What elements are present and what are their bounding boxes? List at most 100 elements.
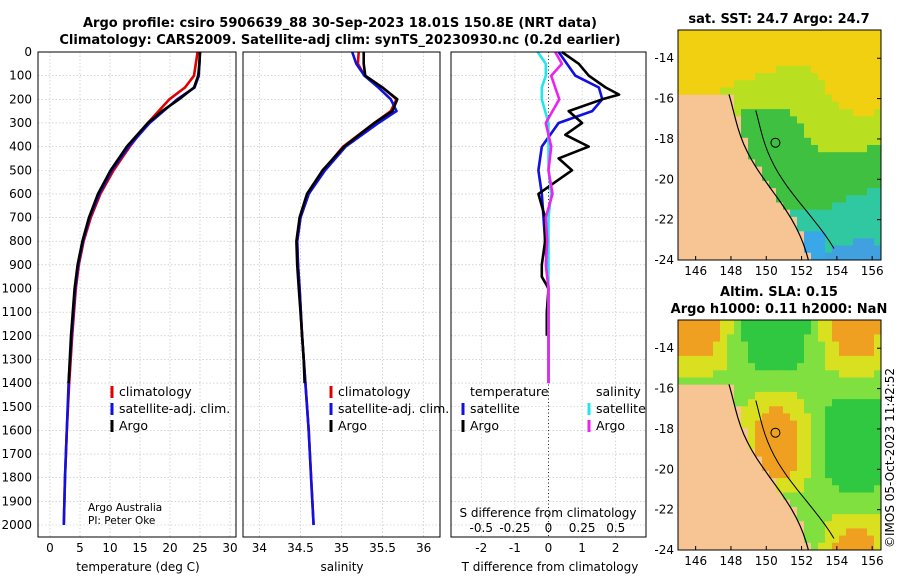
map-cell xyxy=(860,413,868,421)
depth-tick-label: 1900 xyxy=(1,494,32,508)
map-cell xyxy=(706,101,714,110)
map-cell xyxy=(804,442,812,450)
map-cell xyxy=(685,101,693,110)
map-cell xyxy=(818,180,826,189)
map-cell xyxy=(818,542,826,550)
map-cell xyxy=(804,188,812,196)
map-cell xyxy=(762,327,770,335)
map-cell xyxy=(797,159,805,167)
map-cell xyxy=(846,535,854,544)
map-cell xyxy=(811,327,819,335)
map-cell xyxy=(776,320,784,328)
map-cell xyxy=(797,506,805,515)
map-cell xyxy=(825,348,833,357)
map-cell xyxy=(867,130,875,139)
map-cell xyxy=(790,427,798,436)
map-cell xyxy=(867,109,875,117)
figure-title-line2: Climatology: CARS2009. Satellite-adj cli… xyxy=(59,33,620,48)
series-line-temperature-argo xyxy=(537,50,621,336)
map-cell xyxy=(755,245,763,254)
map-cell xyxy=(692,384,700,393)
map-cell xyxy=(706,65,714,74)
map-cell xyxy=(755,123,763,131)
map-cell xyxy=(853,535,861,544)
map-cell xyxy=(720,420,728,429)
map-cell xyxy=(867,499,875,508)
map-cell xyxy=(692,355,700,364)
map-cell xyxy=(867,137,875,146)
map-cell xyxy=(720,499,728,508)
map-cell xyxy=(783,231,791,239)
map-cell xyxy=(832,87,840,96)
map-cell xyxy=(797,109,805,117)
map-cell xyxy=(706,87,714,96)
map-cell xyxy=(853,528,861,536)
map-cell xyxy=(874,80,881,88)
map-cell xyxy=(769,44,777,52)
map-cell xyxy=(741,137,749,146)
map-cell xyxy=(846,245,854,254)
map-cell xyxy=(720,478,728,486)
map-cell xyxy=(685,30,693,38)
map-cell xyxy=(874,252,881,260)
map-cell xyxy=(776,399,784,407)
map-cell xyxy=(797,320,805,328)
map-cell xyxy=(783,327,791,335)
map-cell xyxy=(797,37,805,45)
map-cell xyxy=(762,180,770,189)
map-cell xyxy=(839,377,847,386)
map-cell xyxy=(755,44,763,52)
map-cell xyxy=(706,399,714,407)
map-cell xyxy=(692,456,700,465)
map-cell xyxy=(839,80,847,88)
map-cell xyxy=(706,334,714,342)
map-cell xyxy=(860,435,868,443)
map-cell xyxy=(727,159,735,167)
map-cell xyxy=(755,202,763,211)
map-cell xyxy=(692,224,700,232)
map-cell xyxy=(832,216,840,225)
map-cell xyxy=(867,166,875,175)
map-cell xyxy=(762,499,770,508)
map-cell xyxy=(699,463,707,472)
map-cell xyxy=(776,370,784,378)
map-cell xyxy=(797,478,805,486)
map-cell xyxy=(776,166,784,175)
map-cell xyxy=(678,188,686,196)
map-cell xyxy=(811,463,819,472)
map-cell xyxy=(860,542,868,550)
map-cell xyxy=(825,44,833,52)
s-difference-axis-label: S difference from climatology xyxy=(460,506,637,520)
x-tick-label: 36 xyxy=(416,541,431,555)
map-cell xyxy=(706,195,714,203)
map-cell xyxy=(720,355,728,364)
map-cell xyxy=(706,180,714,189)
map-cell xyxy=(860,44,868,52)
map-cell xyxy=(832,173,840,182)
map-cell xyxy=(797,384,805,393)
map-cell xyxy=(741,506,749,515)
map-cell xyxy=(825,180,833,189)
map-cell xyxy=(762,94,770,103)
map-cell xyxy=(755,51,763,60)
map-cell xyxy=(706,94,714,103)
map-cell xyxy=(699,152,707,160)
map-cell xyxy=(867,73,875,81)
map-cell xyxy=(692,216,700,225)
map-cell xyxy=(853,463,861,472)
map-cell xyxy=(853,87,861,96)
map-cell xyxy=(797,137,805,146)
map-cell xyxy=(699,370,707,378)
salinity-legend: climatology satellite-adj. clim. Argo xyxy=(329,384,449,433)
map-cell xyxy=(685,238,693,246)
map-cell xyxy=(839,485,847,493)
map-cell xyxy=(755,355,763,364)
map-cell xyxy=(811,166,819,175)
map-cell xyxy=(769,327,777,335)
map-cell xyxy=(706,348,714,357)
map-cell xyxy=(811,456,819,465)
map-cell xyxy=(832,485,840,493)
map-cell xyxy=(874,238,881,246)
map-cell xyxy=(776,535,784,544)
map-cell xyxy=(867,159,875,167)
